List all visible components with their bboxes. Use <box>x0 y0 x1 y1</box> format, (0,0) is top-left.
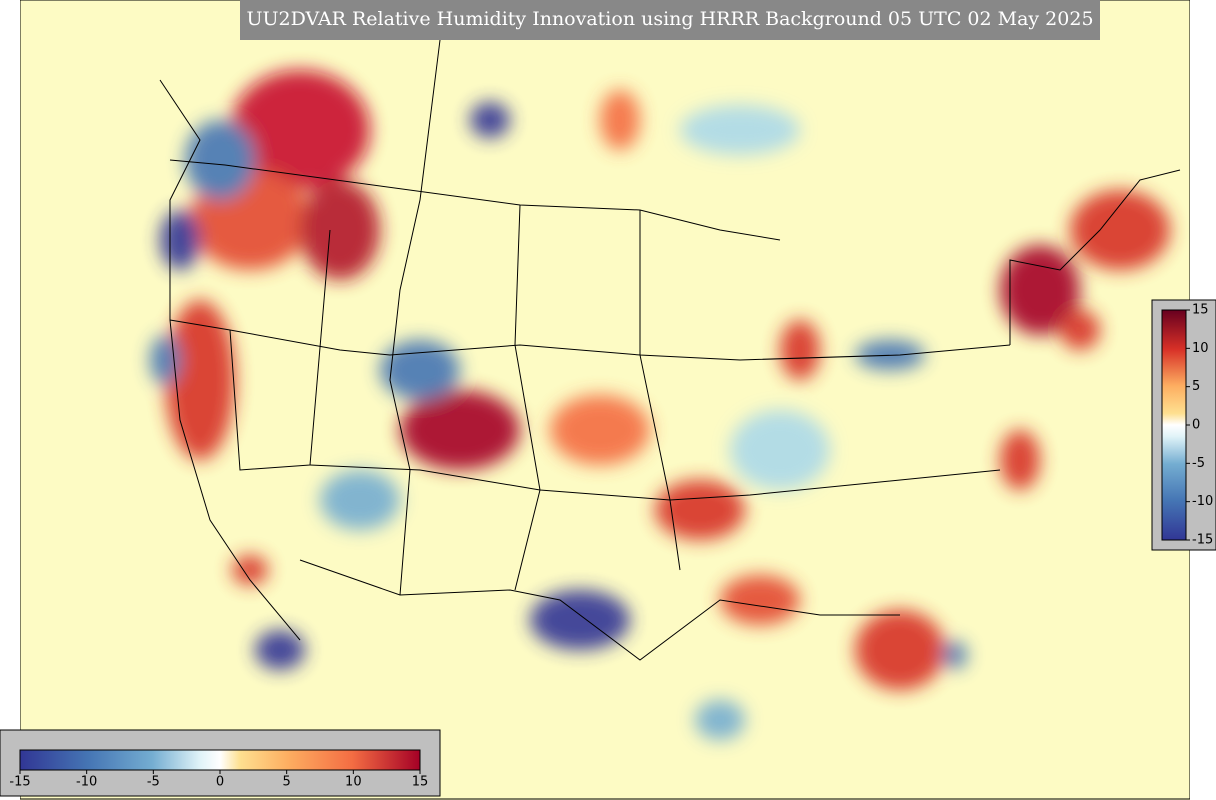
colorbar-tick-label: -5 <box>147 775 160 790</box>
map-title: UU2DVAR Relative Humidity Innovation usi… <box>246 8 1093 30</box>
colorbar-tick-label: -15 <box>9 775 30 790</box>
colorbar-tick-label: -15 <box>1192 533 1213 548</box>
colorbar-tick-label: 15 <box>1192 303 1209 318</box>
colorbar-tick-label: -5 <box>1192 456 1205 471</box>
colorbar-tick-label: 5 <box>1192 379 1200 394</box>
colorbar-right <box>1161 309 1187 541</box>
colorbar-tick-label: 15 <box>412 775 429 790</box>
colorbar-tick-label: -10 <box>76 775 97 790</box>
colorbar-tick-label: 10 <box>1192 341 1209 356</box>
colorbar-tick-label: 10 <box>345 775 362 790</box>
colorbar-tick-label: -10 <box>1192 494 1213 509</box>
colorbar-bottom <box>19 749 421 771</box>
colorbar-tick-label: 0 <box>1192 418 1200 433</box>
title-box <box>240 0 1100 40</box>
colorbar-tick-label: 5 <box>283 775 291 790</box>
map-field <box>20 0 1190 800</box>
colorbar-tick-label: 0 <box>216 775 224 790</box>
